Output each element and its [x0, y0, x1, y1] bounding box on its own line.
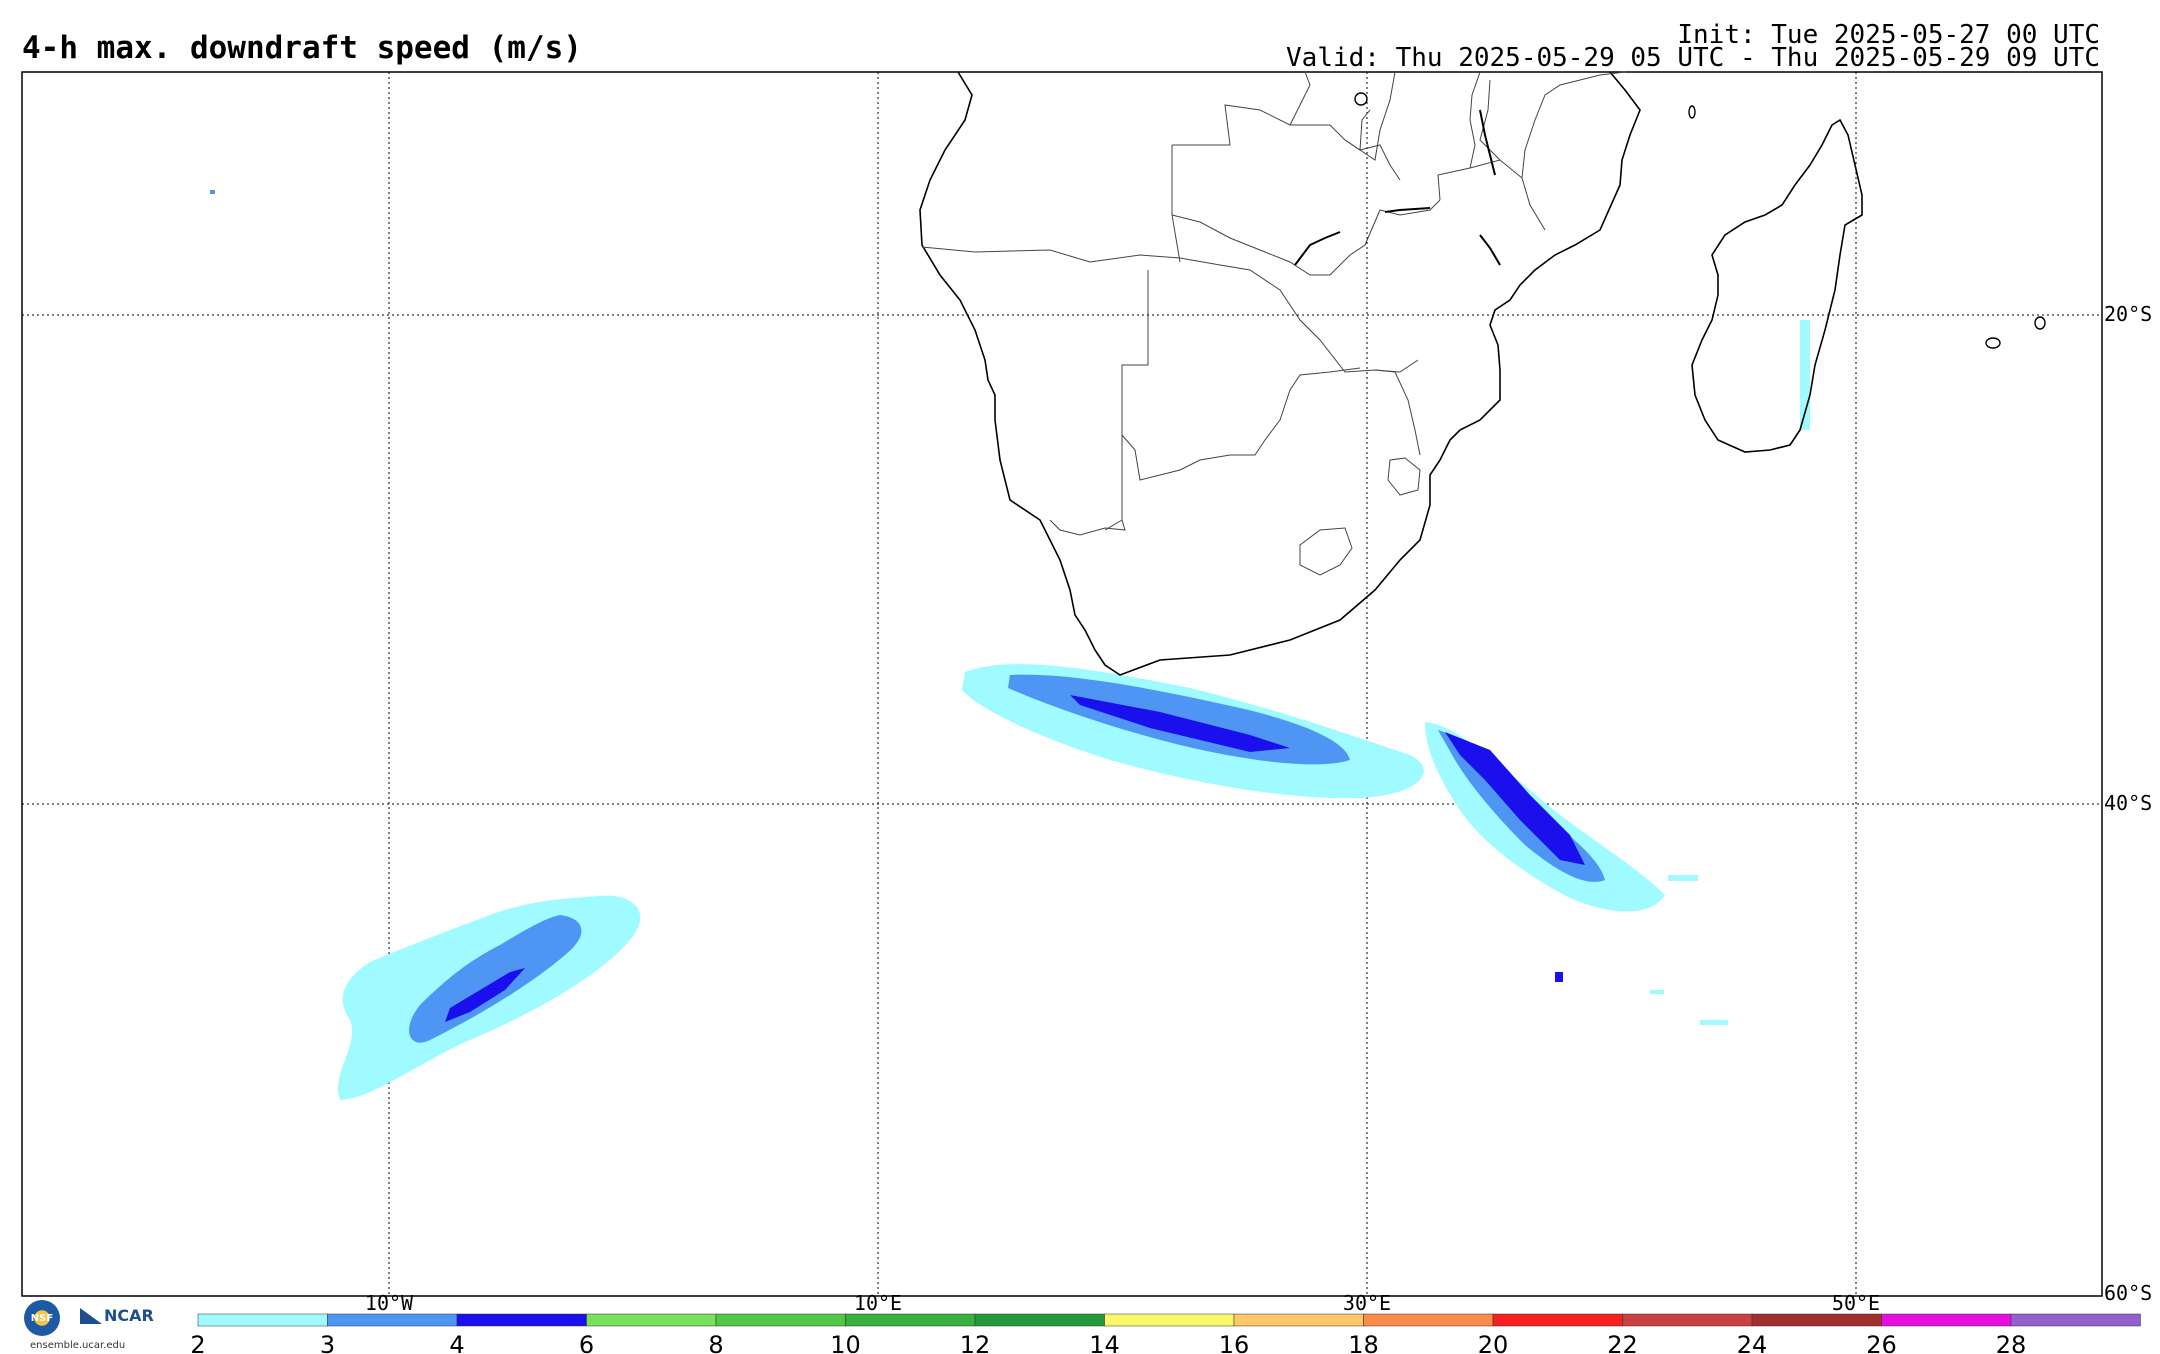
colorbar-tick-label: 3 — [320, 1331, 335, 1354]
colorbar-tick-label: 18 — [1348, 1331, 1379, 1354]
graticule — [22, 72, 2102, 1296]
colorbar-segment — [1104, 1313, 1235, 1327]
lat-label-60s: 60°S — [2104, 1281, 2152, 1305]
colorbar-tick-label: 22 — [1607, 1331, 1638, 1354]
colorbar-segment — [1363, 1313, 1494, 1327]
colorbar-segment — [1881, 1313, 2012, 1327]
nsf-logo-icon: NSF — [24, 1300, 60, 1336]
colorbar-tick-label: 4 — [449, 1331, 464, 1354]
downdraft-field-southeast — [1425, 722, 1665, 912]
downdraft-speckles — [210, 190, 1810, 1025]
ncar-logo-text: NCAR — [104, 1306, 154, 1325]
colorbar-segment — [1492, 1313, 1623, 1327]
island-comoros — [1688, 105, 1696, 119]
colorbar-tick-label: 2 — [190, 1331, 205, 1354]
lat-label-40s: 40°S — [2104, 791, 2152, 815]
colorbar-segment — [1751, 1313, 1882, 1327]
colorbar-segment — [845, 1313, 976, 1327]
lon-label-30e: 30°E — [1343, 1291, 1391, 1315]
colorbar-segment — [586, 1313, 717, 1327]
map-title: 4-h max. downdraft speed (m/s) — [22, 30, 582, 66]
colorbar-segment — [197, 1313, 328, 1327]
colorbar-segment — [1622, 1313, 1753, 1327]
colorbar-tick-label: 10 — [830, 1331, 861, 1354]
init-time: Init: Tue 2025-05-27 00 UTC — [1677, 20, 2100, 50]
colorbar-segment — [1233, 1313, 1364, 1327]
downdraft-field-south-africa — [962, 664, 1424, 799]
colorbar-segment — [2010, 1313, 2141, 1327]
madagascar-coastline — [1691, 118, 1863, 453]
valid-time-range: Valid: Thu 2025-05-29 05 UTC - Thu 2025-… — [1286, 43, 2100, 73]
colorbar-tick-label: 24 — [1737, 1331, 1768, 1354]
ensemble-url: ensemble.ucar.edu — [30, 1340, 126, 1351]
colorbar-segment — [974, 1313, 1105, 1327]
colorbar-tick-label: 28 — [1996, 1331, 2027, 1354]
colorbar-tick-label: 20 — [1478, 1331, 1509, 1354]
colorbar-tick-label: 14 — [1089, 1331, 1120, 1354]
nsf-ncar-logo: NSF NCAR ensemble.ucar.edu — [24, 1300, 159, 1352]
map-frame — [21, 71, 2103, 1297]
country-borders — [921, 71, 1626, 576]
island-mauritius — [1985, 337, 2001, 349]
downdraft-field-southwest — [337, 895, 641, 1100]
lake-bangweulu — [1354, 92, 1368, 106]
colorbar-segment — [715, 1313, 846, 1327]
colorbar — [197, 1313, 2141, 1327]
ncar-logo-icon — [80, 1308, 102, 1324]
island-reunion — [2034, 316, 2046, 330]
colorbar-tick-label: 6 — [579, 1331, 594, 1354]
colorbar-segment — [327, 1313, 458, 1327]
lat-label-20s: 20°S — [2104, 302, 2152, 326]
lakes — [1294, 109, 1501, 266]
colorbar-segment — [456, 1313, 587, 1327]
colorbar-tick-labels: 2 3 4 6 8 10 12 14 16 18 20 22 24 26 28 — [190, 1331, 2026, 1354]
lon-label-50e: 50°E — [1832, 1291, 1880, 1315]
colorbar-tick-label: 16 — [1219, 1331, 1250, 1354]
lon-label-10e: 10°E — [854, 1291, 902, 1315]
africa-coastline — [919, 71, 1641, 676]
lon-label-10w: 10°W — [365, 1291, 414, 1315]
colorbar-tick-label: 12 — [960, 1331, 991, 1354]
colorbar-tick-label: 8 — [708, 1331, 723, 1354]
colorbar-tick-label: 26 — [1866, 1331, 1897, 1354]
